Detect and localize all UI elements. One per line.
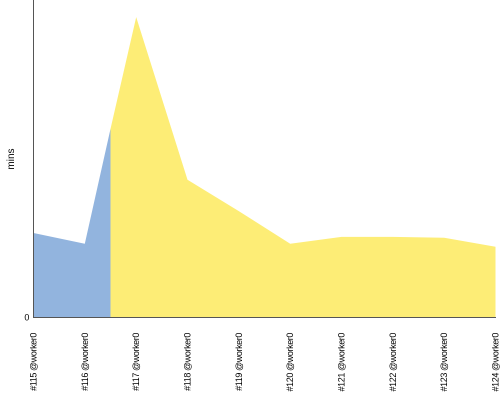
x-tick-label: #123 @worker0: [439, 333, 449, 392]
x-tick-label: #120 @worker0: [285, 333, 295, 392]
x-tick-label: #122 @worker0: [388, 333, 398, 392]
y-axis-title: mins: [6, 148, 17, 169]
x-tick-labels: #115 @worker0 #116 @worker0 #117 @worker0 #…: [29, 333, 500, 392]
chart-areas: [33, 17, 496, 318]
x-tick-label: #116 @worker0: [80, 333, 90, 391]
area-segment-1: [33, 128, 111, 318]
x-tick-label: #115 @worker0: [29, 333, 39, 391]
x-tick-label: #117 @worker0: [131, 333, 141, 391]
x-tick-label: #121 @worker0: [337, 333, 347, 392]
x-tick-label: #124 @worker0: [491, 333, 500, 392]
y-tick-labels: 0: [24, 313, 29, 323]
y-tick-label: 0: [24, 313, 29, 323]
x-tick-label: #119 @worker0: [234, 333, 244, 391]
area-segment-2: [110, 17, 496, 318]
x-tick-label: #118 @worker0: [183, 333, 193, 391]
